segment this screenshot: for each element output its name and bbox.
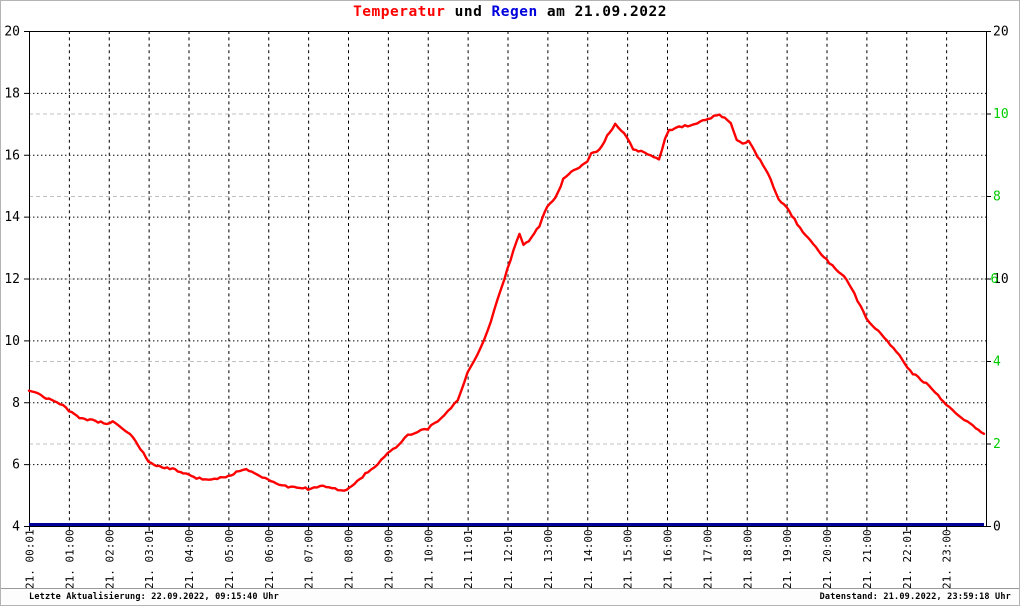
- status-last-update: Letzte Aktualisierung: 22.09.2022, 09:15…: [29, 592, 279, 602]
- x-axis-label: 21. 23:00: [941, 529, 954, 589]
- x-axis-label: 21. 13:00: [542, 529, 555, 589]
- x-axis-label: 21. 07:00: [303, 529, 316, 589]
- x-axis-label: 21. 00:01: [24, 529, 37, 589]
- x-axis-label: 21. 18:00: [741, 529, 754, 589]
- x-axis-label: 21. 14:00: [582, 529, 595, 589]
- left-axis-label: 20: [4, 25, 20, 40]
- right-axis-rain-labels: 10 8 6 4 2: [991, 107, 1009, 452]
- right-axis-rain-label: 2: [993, 437, 1001, 452]
- x-axis-label: 21. 02:00: [103, 529, 116, 589]
- x-axis-label: 21. 09:00: [382, 529, 395, 589]
- x-axis-label: 21. 20:00: [821, 529, 834, 589]
- left-axis-label: 16: [4, 148, 20, 163]
- right-axis-rain-label: 4: [993, 355, 1001, 370]
- title-regen: Regen: [491, 4, 538, 20]
- title-date: am 21.09.2022: [537, 4, 667, 20]
- x-axis-label: 21. 03:01: [143, 529, 156, 589]
- chart-title: Temperatur und Regen am 21.09.2022: [1, 4, 1019, 26]
- status-data-state: Datenstand: 21.09.2022, 23:59:18 Uhr: [819, 592, 1011, 602]
- left-axis-label: 12: [4, 272, 20, 287]
- x-axis-label: 21. 22:01: [901, 529, 914, 589]
- rain-gridlines: [29, 113, 986, 445]
- left-axis-label: 10: [4, 334, 20, 349]
- right-axis-rain-label: 10: [993, 107, 1009, 122]
- x-axis-label: 21. 11:01: [462, 529, 475, 589]
- right-axis-black-labels: 20 10 0: [993, 25, 1009, 535]
- x-axis-label: 21. 06:00: [263, 529, 276, 589]
- left-axis-label: 8: [12, 396, 20, 411]
- left-axis-label: 18: [4, 86, 20, 101]
- x-axis-label: 21. 01:00: [63, 529, 76, 589]
- right-axis-black-label: 0: [993, 520, 1001, 535]
- hour-gridlines: [68, 31, 948, 526]
- right-axis-black-label: 10: [993, 272, 1009, 287]
- status-bar: Letzte Aktualisierung: 22.09.2022, 09:15…: [1, 588, 1019, 605]
- right-axis-black-label: 20: [993, 25, 1009, 40]
- x-axis-label: 21. 19:00: [781, 529, 794, 589]
- title-und: und: [445, 4, 492, 20]
- x-axis-label: 21. 17:00: [701, 529, 714, 589]
- x-axis-label: 21. 10:00: [422, 529, 435, 589]
- x-axis-label: 21. 16:00: [662, 529, 675, 589]
- left-axis-label: 14: [4, 210, 20, 225]
- right-axis-rain-label: 6: [991, 272, 999, 287]
- x-axis-label: 21. 08:00: [343, 529, 356, 589]
- left-axis-label: 4: [12, 520, 20, 535]
- x-axis-label: 21. 05:00: [223, 529, 236, 589]
- x-axis-label: 21. 15:00: [622, 529, 635, 589]
- left-axis-labels: 20 18 16 14 12 10 8 6 4: [4, 25, 20, 535]
- left-axis-label: 6: [12, 458, 20, 473]
- temperature-line: [27, 113, 986, 492]
- x-axis-labels: 21. 00:01 21. 01:00 21. 02:00 21. 03:01 21. …: [24, 529, 954, 589]
- x-axis-label: 21. 12:01: [502, 529, 515, 589]
- axis-ticks: [24, 31, 991, 531]
- title-temperatur: Temperatur: [353, 4, 446, 20]
- x-axis-label: 21. 04:00: [183, 529, 196, 589]
- x-axis-label: 21. 21:00: [861, 529, 874, 589]
- right-axis-rain-label: 8: [993, 190, 1001, 205]
